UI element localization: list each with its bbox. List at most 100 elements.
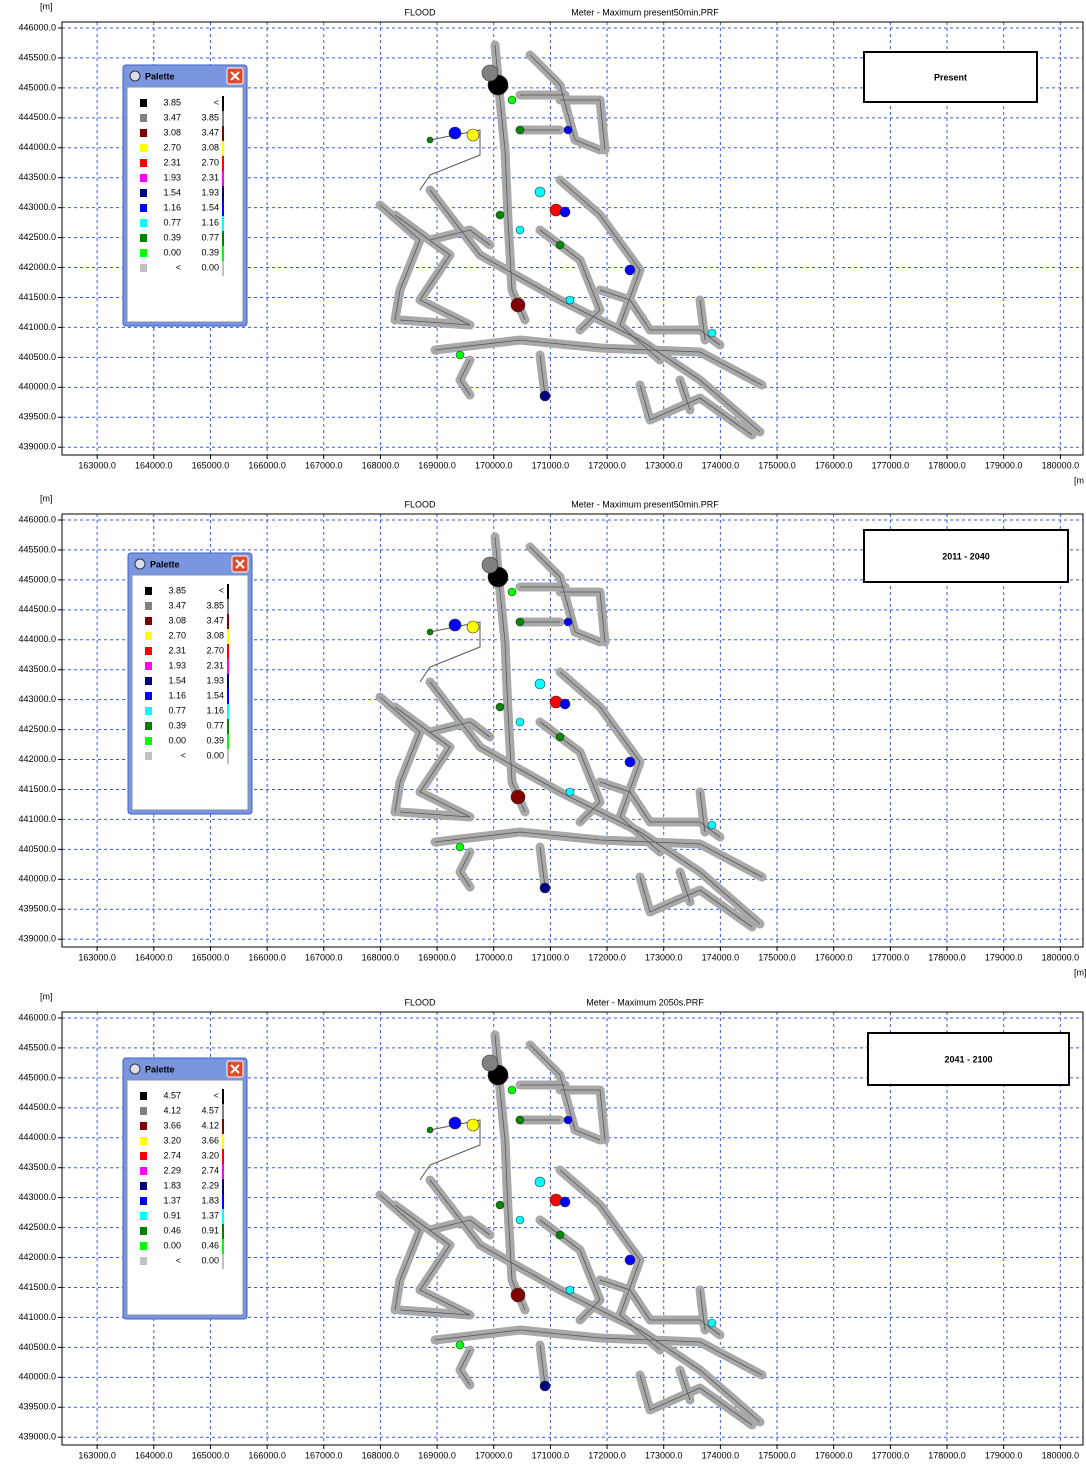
palette-to: 3.66 <box>201 1135 219 1145</box>
palette-from: 3.66 <box>163 1120 181 1130</box>
x-tick-label: 164000.0 <box>135 1450 173 1460</box>
y-tick-label: 441500.0 <box>18 1282 56 1292</box>
palette-swatch <box>140 99 147 107</box>
flood-node <box>516 618 524 626</box>
palette-swatch <box>140 264 147 272</box>
flood-node <box>467 129 479 141</box>
palette-swatch <box>145 737 152 745</box>
palette-to: 4.12 <box>201 1120 219 1130</box>
y-tick-label: 441500.0 <box>18 292 56 302</box>
palette-to: 3.85 <box>206 600 224 610</box>
window-icon <box>135 559 145 569</box>
x-tick-label: 175000.0 <box>758 460 796 470</box>
palette-to: 1.83 <box>201 1195 219 1205</box>
palette-from: < <box>176 1255 181 1265</box>
palette-from: 0.00 <box>163 247 181 257</box>
flood-node <box>540 391 550 401</box>
palette-from: 1.54 <box>168 675 186 685</box>
map-subtitle: Meter - Maximum 2050s.PRF <box>586 997 704 1007</box>
x-tick-label: 168000.0 <box>362 1450 400 1460</box>
flood-node <box>540 883 550 893</box>
y-tick-label: 445500.0 <box>18 1042 56 1052</box>
y-tick-label: 439000.0 <box>18 1432 56 1442</box>
flood-node <box>556 733 564 741</box>
window-icon <box>130 71 140 81</box>
y-tick-label: 443000.0 <box>18 1192 56 1202</box>
y-tick-label: 441500.0 <box>18 784 56 794</box>
y-tick-label: 443000.0 <box>18 694 56 704</box>
map-title: FLOOD <box>404 7 436 17</box>
x-tick-label: 172000.0 <box>588 1450 626 1460</box>
window-title: Palette <box>145 1064 175 1074</box>
y-tick-label: 440000.0 <box>18 874 56 884</box>
flood-node <box>625 757 635 767</box>
y-axis-unit: [m] <box>40 991 53 1001</box>
palette-to: 0.91 <box>201 1225 219 1235</box>
flood-node <box>511 790 525 804</box>
flood-node <box>467 1119 479 1131</box>
y-tick-label: 445500.0 <box>18 52 56 62</box>
palette-to: 1.93 <box>206 675 224 685</box>
flood-node <box>540 1381 550 1391</box>
y-tick-label: 445000.0 <box>18 82 56 92</box>
palette-swatch <box>140 1197 147 1205</box>
palette-swatch <box>140 1152 147 1160</box>
flood-node <box>560 1197 570 1207</box>
y-tick-label: 444000.0 <box>18 634 56 644</box>
x-tick-label: 168000.0 <box>362 952 400 962</box>
y-tick-label: 441000.0 <box>18 814 56 824</box>
palette-window: Palette3.85<3.473.853.083.472.703.082.31… <box>123 65 247 326</box>
palette-swatch <box>140 1242 147 1250</box>
y-tick-label: 439000.0 <box>18 934 56 944</box>
flood-node <box>456 351 464 359</box>
palette-to: 1.37 <box>201 1210 219 1220</box>
y-tick-label: 444500.0 <box>18 1102 56 1112</box>
flood-node <box>708 329 716 337</box>
x-tick-label: 173000.0 <box>645 460 683 470</box>
map-title: FLOOD <box>404 499 436 509</box>
palette-from: 2.31 <box>163 157 181 167</box>
y-tick-label: 444000.0 <box>18 1132 56 1142</box>
palette-from: 1.54 <box>163 187 181 197</box>
palette-from: 2.70 <box>163 142 181 152</box>
x-tick-label: 178000.0 <box>928 460 966 470</box>
flood-node <box>496 211 504 219</box>
x-tick-label: 180000.0 <box>1042 1450 1080 1460</box>
palette-to: 2.29 <box>201 1180 219 1190</box>
flood-node <box>516 226 524 234</box>
x-tick-label: 176000.0 <box>815 460 853 470</box>
y-tick-label: 442000.0 <box>18 1252 56 1262</box>
y-tick-label: 446000.0 <box>18 514 56 524</box>
x-tick-label: 170000.0 <box>475 952 513 962</box>
y-tick-label: 439000.0 <box>18 442 56 452</box>
flood-node <box>449 127 461 139</box>
x-tick-label: 175000.0 <box>758 1450 796 1460</box>
flood-node <box>564 126 572 134</box>
palette-window: Palette3.85<3.473.853.083.472.703.082.31… <box>128 553 252 814</box>
palette-from: 0.77 <box>163 217 181 227</box>
x-tick-label: 179000.0 <box>985 952 1023 962</box>
palette-from: 0.39 <box>163 232 181 242</box>
palette-swatch <box>140 189 147 197</box>
palette-swatch <box>145 632 152 640</box>
palette-from: 1.83 <box>163 1180 181 1190</box>
flood-node <box>456 843 464 851</box>
x-tick-label: 164000.0 <box>135 460 173 470</box>
flood-node <box>508 96 516 104</box>
scenario-label: 2011 - 2040 <box>942 551 990 561</box>
map-title: FLOOD <box>404 997 436 1007</box>
palette-to: 0.00 <box>201 1255 219 1265</box>
x-tick-label: 169000.0 <box>418 1450 456 1460</box>
palette-to: 3.20 <box>201 1150 219 1160</box>
x-tick-label: 164000.0 <box>135 952 173 962</box>
flood-node <box>511 298 525 312</box>
y-axis-unit: [m] <box>40 493 53 503</box>
y-tick-label: 445000.0 <box>18 1072 56 1082</box>
palette-to: 1.93 <box>201 187 219 197</box>
palette-from: 1.93 <box>163 172 181 182</box>
palette-from: 1.16 <box>163 202 181 212</box>
palette-from: 0.00 <box>168 735 186 745</box>
y-tick-label: 444000.0 <box>18 142 56 152</box>
x-tick-label: 168000.0 <box>362 460 400 470</box>
palette-to: 0.00 <box>206 750 224 760</box>
